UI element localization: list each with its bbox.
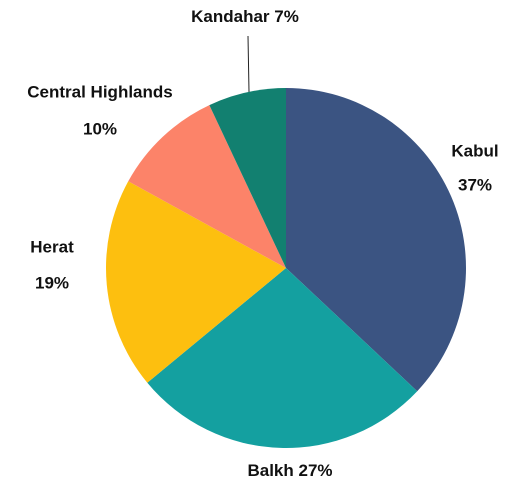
- value-label: 19%: [35, 273, 69, 292]
- value-label: 27%: [299, 461, 333, 480]
- pie-slice: [286, 88, 466, 392]
- category-label: Kabul: [451, 141, 498, 160]
- data-label: Balkh 27%: [247, 461, 332, 480]
- pie-slice: [128, 105, 286, 268]
- leader-line: [247, 35, 250, 93]
- value-label: 37%: [458, 175, 492, 194]
- category-label: Central Highlands: [27, 82, 172, 101]
- pie-slice: [106, 181, 287, 383]
- data-label: Kandahar 7%: [191, 7, 299, 26]
- category-label: Herat: [30, 237, 74, 256]
- value-label: 7%: [274, 7, 299, 26]
- pie-slice: [209, 88, 286, 268]
- category-label: Kandahar: [191, 7, 270, 26]
- pie-slice: [147, 268, 418, 449]
- value-label: 10%: [83, 119, 117, 138]
- category-label: Balkh: [247, 461, 293, 480]
